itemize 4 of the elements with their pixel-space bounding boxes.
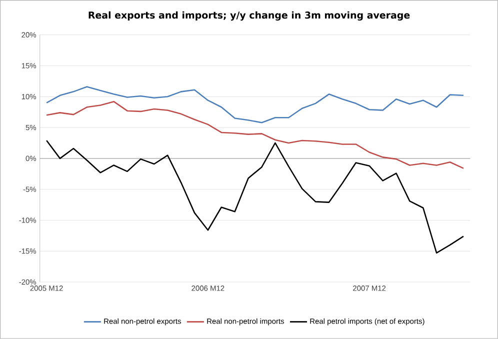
line-series	[46, 100, 464, 170]
line-series	[46, 140, 464, 254]
chart-title: Real exports and imports; y/y change in 3m moving average	[88, 11, 410, 21]
line-series	[46, 86, 464, 124]
